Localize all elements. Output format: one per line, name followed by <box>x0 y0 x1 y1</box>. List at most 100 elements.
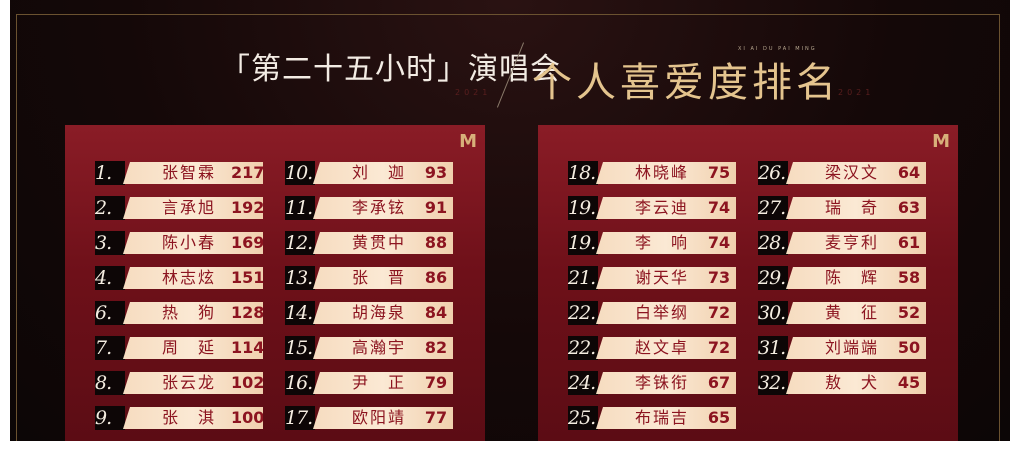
artist-name: 张云龙 <box>161 373 216 392</box>
score: 65 <box>707 408 731 427</box>
rank-number: 30. <box>758 301 788 325</box>
artist-name: 陈 辉 <box>824 268 879 287</box>
rank-number: 19. <box>568 196 598 220</box>
rank-number: 32. <box>758 371 788 395</box>
name-bar: 刘 迦 93 <box>313 162 453 184</box>
artist-name: 梁汉文 <box>824 163 879 182</box>
name-bar: 张智霖 217 <box>123 162 263 184</box>
artist-name: 谢天华 <box>634 268 689 287</box>
name-bar: 言承旭 192 <box>123 197 263 219</box>
score: 74 <box>707 233 731 252</box>
concert-title: 「第二十五小时」演唱会 <box>220 52 561 87</box>
year-label: 2021 <box>455 88 492 97</box>
name-bar: 黄 征 52 <box>786 302 926 324</box>
rank-number: 19. <box>568 231 598 255</box>
name-bar: 尹 正 79 <box>313 372 453 394</box>
artist-name: 麦亨利 <box>824 233 879 252</box>
artist-name: 张智霖 <box>161 163 216 182</box>
name-bar: 刘端端 50 <box>786 337 926 359</box>
name-bar: 张云龙 102 <box>123 372 263 394</box>
score: 151 <box>231 268 265 287</box>
name-bar: 李 响 74 <box>596 232 736 254</box>
score: 72 <box>707 303 731 322</box>
name-bar: 林志炫 151 <box>123 267 263 289</box>
artist-name: 林晓峰 <box>634 163 689 182</box>
rank-number: 25. <box>568 406 598 430</box>
score: 45 <box>897 373 921 392</box>
score: 192 <box>231 198 265 217</box>
name-bar: 热 狗 128 <box>123 302 263 324</box>
rank-number: 27. <box>758 196 788 220</box>
rank-number: 3. <box>95 231 125 255</box>
score: 93 <box>424 163 448 182</box>
name-bar: 欧阳靖 77 <box>313 407 453 429</box>
name-bar: 陈 辉 58 <box>786 267 926 289</box>
artist-name: 刘端端 <box>824 338 879 357</box>
name-bar: 林晓峰 75 <box>596 162 736 184</box>
logo: M <box>459 131 477 152</box>
rank-number: 24. <box>568 371 598 395</box>
rank-number: 9. <box>95 406 125 430</box>
artist-name: 布瑞吉 <box>634 408 689 427</box>
name-bar: 高瀚宇 82 <box>313 337 453 359</box>
score: 114 <box>231 338 265 357</box>
name-bar: 陈小春 169 <box>123 232 263 254</box>
score: 102 <box>231 373 265 392</box>
artist-name: 欧阳靖 <box>351 408 406 427</box>
rank-number: 31. <box>758 336 788 360</box>
gold-frame <box>16 14 1000 441</box>
rank-number: 18. <box>568 161 598 185</box>
artist-name: 白举纲 <box>634 303 689 322</box>
artist-name: 黄 征 <box>824 303 879 322</box>
score: 217 <box>231 163 265 182</box>
name-bar: 白举纲 72 <box>596 302 736 324</box>
score: 74 <box>707 198 731 217</box>
rank-number: 16. <box>285 371 315 395</box>
score: 82 <box>424 338 448 357</box>
artist-name: 尹 正 <box>351 373 406 392</box>
rank-number: 4. <box>95 266 125 290</box>
rank-number: 13. <box>285 266 315 290</box>
artist-name: 张 淇 <box>161 408 216 427</box>
artist-name: 李承铉 <box>351 198 406 217</box>
name-bar: 瑞 奇 63 <box>786 197 926 219</box>
name-bar: 张 淇 100 <box>123 407 263 429</box>
artist-name: 赵文卓 <box>634 338 689 357</box>
name-bar: 谢天华 73 <box>596 267 736 289</box>
score: 72 <box>707 338 731 357</box>
name-bar: 敖 犬 45 <box>786 372 926 394</box>
score: 169 <box>231 233 265 252</box>
artist-name: 热 狗 <box>161 303 216 322</box>
name-bar: 李铢衔 67 <box>596 372 736 394</box>
score: 75 <box>707 163 731 182</box>
name-bar: 张 晋 86 <box>313 267 453 289</box>
score: 61 <box>897 233 921 252</box>
artist-name: 林志炫 <box>161 268 216 287</box>
score: 86 <box>424 268 448 287</box>
artist-name: 陈小春 <box>161 233 216 252</box>
score: 77 <box>424 408 448 427</box>
score: 128 <box>231 303 265 322</box>
score: 79 <box>424 373 448 392</box>
name-bar: 麦亨利 61 <box>786 232 926 254</box>
artist-name: 张 晋 <box>351 268 406 287</box>
score: 100 <box>231 408 265 427</box>
ranking-poster: 「第二十五小时」演唱会 2021 个人喜爱度排名 XI AI DU PAI MI… <box>10 0 1010 441</box>
rank-number: 22. <box>568 336 598 360</box>
pinyin-subtitle: XI AI DU PAI MING <box>738 46 817 52</box>
rank-number: 8. <box>95 371 125 395</box>
ranking-panel-left: M 1. 张智霖 217 2. 言承旭 192 3. 陈小春 169 4. 林志… <box>65 125 485 441</box>
name-bar: 布瑞吉 65 <box>596 407 736 429</box>
score: 52 <box>897 303 921 322</box>
name-bar: 李承铉 91 <box>313 197 453 219</box>
rank-number: 22. <box>568 301 598 325</box>
artist-name: 瑞 奇 <box>824 198 879 217</box>
rank-number: 12. <box>285 231 315 255</box>
name-bar: 胡海泉 84 <box>313 302 453 324</box>
artist-name: 胡海泉 <box>351 303 406 322</box>
artist-name: 周 延 <box>161 338 216 357</box>
rank-number: 2. <box>95 196 125 220</box>
score: 73 <box>707 268 731 287</box>
rank-number: 29. <box>758 266 788 290</box>
name-bar: 赵文卓 72 <box>596 337 736 359</box>
